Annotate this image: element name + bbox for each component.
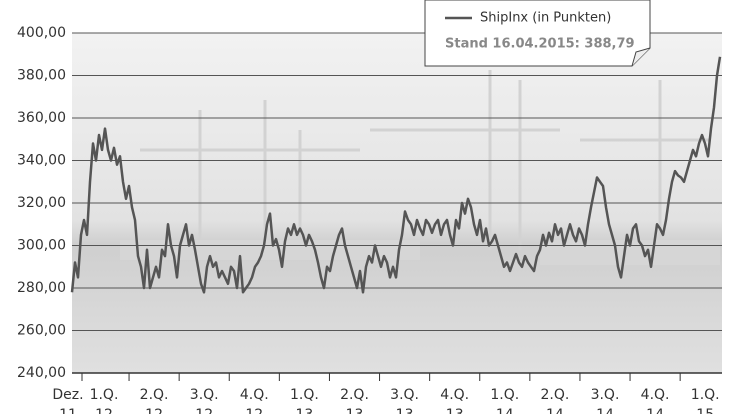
x-tick-label: 2.Q. bbox=[540, 387, 569, 403]
y-tick-label: 400,00 bbox=[17, 25, 66, 41]
x-tick-label: 3.Q. bbox=[190, 387, 219, 403]
y-tick-label: 360,00 bbox=[17, 110, 66, 126]
x-year-label: 13 bbox=[446, 407, 464, 414]
y-tick-label: 340,00 bbox=[17, 153, 66, 169]
x-year-label: 11 bbox=[59, 407, 77, 414]
x-tick-label: 1.Q. bbox=[90, 387, 119, 403]
x-year-label: 13 bbox=[346, 407, 364, 414]
y-tick-label: 300,00 bbox=[17, 238, 66, 254]
x-tick-label: 4.Q. bbox=[641, 387, 670, 403]
x-tick-label: 1.Q. bbox=[691, 387, 720, 403]
x-year-label: 14 bbox=[496, 407, 514, 414]
x-tick-label: Dez. bbox=[52, 387, 83, 403]
x-tick-label: 4.Q. bbox=[440, 387, 469, 403]
background-cranes bbox=[120, 70, 720, 265]
y-tick-label: 320,00 bbox=[17, 195, 66, 211]
y-tick-label: 380,00 bbox=[17, 68, 66, 84]
x-tick-label: 3.Q. bbox=[591, 387, 620, 403]
x-year-label: 14 bbox=[546, 407, 564, 414]
x-tick-label: 2.Q. bbox=[140, 387, 169, 403]
legend-label: ShipInx (in Punkten) bbox=[480, 11, 611, 26]
x-tick-label: 4.Q. bbox=[240, 387, 269, 403]
x-year-label: 12 bbox=[195, 407, 213, 414]
x-year-label: 15 bbox=[696, 407, 714, 414]
y-tick-label: 240,00 bbox=[17, 365, 66, 381]
x-year-label: 12 bbox=[95, 407, 113, 414]
x-year-label: 14 bbox=[646, 407, 664, 414]
x-tick-label: 1.Q. bbox=[490, 387, 519, 403]
x-year-label: 14 bbox=[596, 407, 614, 414]
series-line bbox=[70, 56, 722, 294]
x-tick-label: 1.Q. bbox=[290, 387, 319, 403]
x-tick-label: 2.Q. bbox=[340, 387, 369, 403]
annotation: Stand 16.04.2015: 388,79 bbox=[445, 37, 635, 52]
y-tick-label: 280,00 bbox=[17, 280, 66, 296]
y-tick-label: 260,00 bbox=[17, 323, 66, 339]
legend: ShipInx (in Punkten) Stand 16.04.2015: 3… bbox=[424, 0, 651, 67]
x-year-label: 13 bbox=[295, 407, 313, 414]
x-tick-label: 3.Q. bbox=[390, 387, 419, 403]
x-year-label: 12 bbox=[245, 407, 263, 414]
x-year-label: 12 bbox=[145, 407, 163, 414]
x-year-label: 13 bbox=[396, 407, 414, 414]
